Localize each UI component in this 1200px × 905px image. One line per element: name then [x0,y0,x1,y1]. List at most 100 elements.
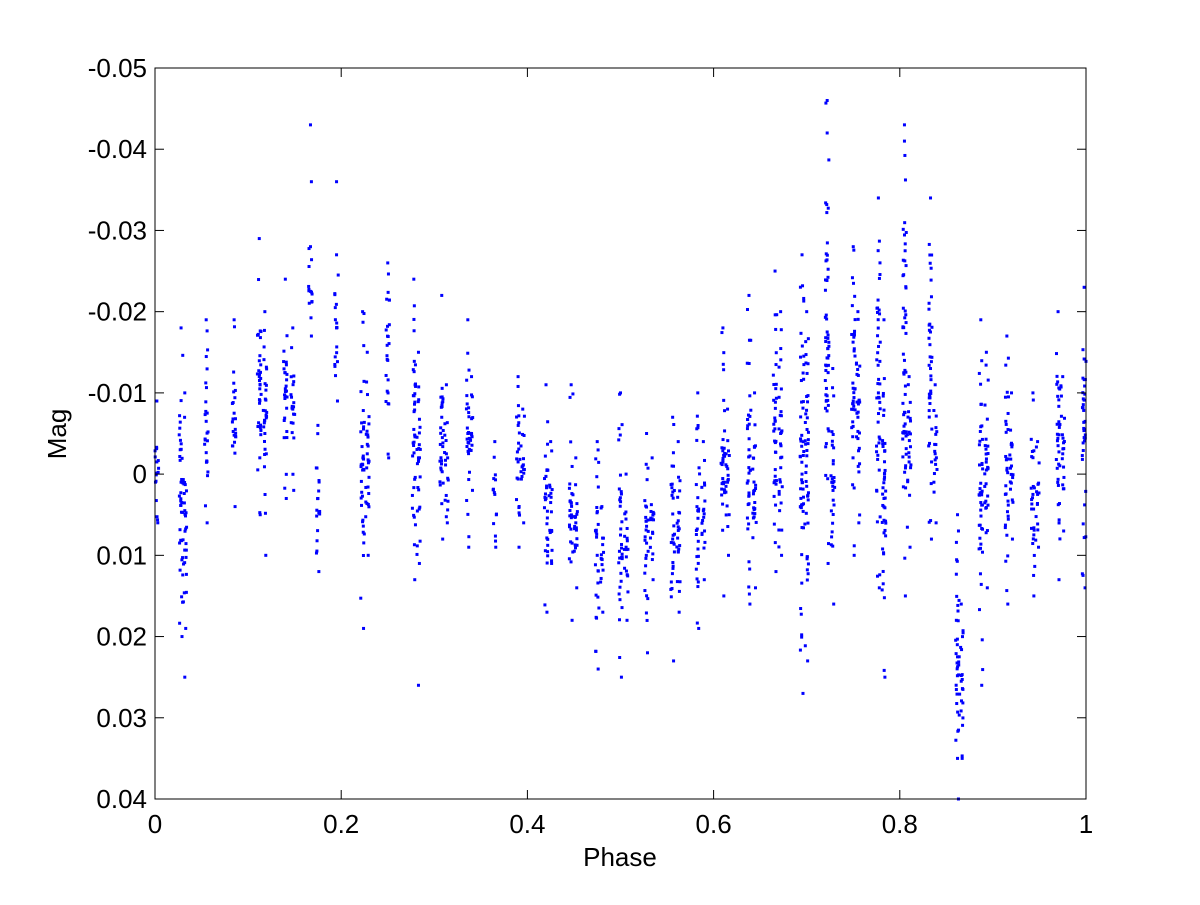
data-point [384,328,388,332]
data-point [1030,502,1034,506]
data-point [773,269,777,273]
data-point [1003,523,1007,527]
data-point [440,502,444,506]
data-point [625,539,629,543]
data-point [799,612,803,616]
data-point [1055,422,1059,426]
data-point [318,512,322,516]
data-point [205,459,209,463]
data-point [800,253,804,257]
data-point [1082,536,1086,540]
data-point [567,557,571,561]
data-point [747,471,751,475]
data-point [617,427,621,431]
data-point [618,618,622,622]
data-point [852,333,856,337]
data-point [178,438,182,442]
data-point [315,514,319,518]
data-point [412,513,416,517]
data-point [466,512,470,516]
data-point [384,400,388,403]
data-point [545,484,549,488]
data-point [930,427,934,431]
data-point [929,374,933,378]
data-point [258,336,262,340]
data-point [365,380,369,384]
data-point [1030,455,1034,459]
data-point [830,443,834,447]
data-point [1083,503,1087,507]
data-point [1082,408,1086,412]
data-point [184,542,188,546]
data-point [181,573,185,577]
data-point [548,485,552,489]
data-point [386,378,390,382]
data-point [314,551,318,555]
data-point [722,488,726,492]
data-point [779,358,783,362]
data-point [774,503,778,507]
data-point [599,576,603,580]
data-point [827,340,831,344]
data-point [825,364,829,368]
data-point [1059,394,1063,398]
data-point [774,479,778,483]
data-point [362,425,366,429]
data-point [545,522,549,526]
data-point [802,296,806,300]
data-point [262,345,266,349]
data-point [984,437,988,441]
data-point [702,515,706,519]
data-point [748,602,752,606]
data-point [439,405,443,409]
data-point [832,503,836,507]
data-point [359,390,363,394]
data-point [932,490,936,494]
data-point [644,553,648,557]
data-point [263,397,267,401]
data-point [824,101,828,105]
data-point [470,443,474,447]
data-point [858,513,862,517]
data-point [644,611,648,615]
data-point [831,521,835,525]
data-point [883,475,887,479]
data-point [521,432,525,436]
data-point [979,542,983,546]
y-tick-label: -0.01 [88,378,147,408]
data-point [956,529,960,533]
data-point [801,691,805,695]
data-point [830,535,834,539]
data-point [291,421,295,425]
data-point [1058,537,1062,541]
data-point [980,424,984,428]
data-point [800,400,804,404]
data-point [773,474,777,478]
data-point [617,438,621,442]
data-point [550,529,554,533]
data-point [387,456,391,460]
data-point [852,335,856,339]
data-point [204,451,208,455]
data-point [515,457,519,461]
data-point [413,392,417,396]
data-point [832,602,836,606]
data-point [959,645,963,649]
data-point [676,536,680,540]
data-point [928,253,932,257]
data-point [417,561,421,565]
data-point [957,663,961,667]
data-point [567,523,571,527]
data-point [955,637,959,641]
data-point [956,619,960,623]
data-point [283,387,287,391]
data-point [904,452,908,456]
data-point [979,481,983,485]
data-point [928,261,932,265]
data-point [1031,398,1035,402]
data-point [183,480,187,484]
data-point [416,459,420,463]
data-point [726,525,730,529]
data-point [877,395,881,399]
